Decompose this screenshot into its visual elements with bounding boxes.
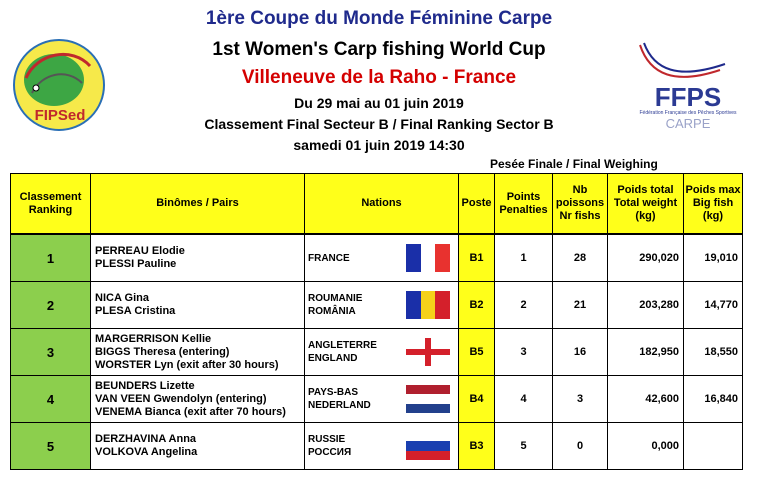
big-fish-cell: 18,550 <box>683 328 743 376</box>
col-rank: Classement Ranking <box>10 173 91 235</box>
location: Villeneuve de la Raho - France <box>241 67 517 88</box>
nation-cell: PAYS-BAS NEDERLAND <box>304 375 459 423</box>
nation-cell: ROUMANIE ROMÂNIA <box>304 281 459 329</box>
netherlands-flag-icon <box>406 385 450 413</box>
fish-count-cell: 28 <box>552 233 608 282</box>
poste-cell: B5 <box>458 328 495 376</box>
table-row: 3 MARGERRISON Kellie BIGGS Theresa (enter… <box>10 328 743 376</box>
points-cell: 5 <box>494 422 553 470</box>
col-total-weight: Poids total Total weight (kg) <box>607 173 684 235</box>
big-fish-cell <box>683 422 743 470</box>
timestamp: samedi 01 juin 2019 14:30 <box>293 137 465 153</box>
fish-count-cell: 16 <box>552 328 608 376</box>
title-french: 1ère Coupe du Monde Féminine Carpe <box>205 8 553 29</box>
poste-cell: B3 <box>458 422 495 470</box>
points-cell: 4 <box>494 375 553 423</box>
svg-text:CARPE: CARPE <box>666 116 711 131</box>
france-flag-icon <box>406 244 451 272</box>
col-points: Points Penalties <box>494 173 553 235</box>
big-fish-cell: 16,840 <box>683 375 743 423</box>
col-pairs: Binômes / Pairs <box>90 173 305 235</box>
col-poste: Poste <box>458 173 495 235</box>
nation-cell: ANGLETERRE ENGLAND <box>304 328 459 376</box>
col-nations: Nations <box>304 173 459 235</box>
total-weight-cell: 290,020 <box>607 233 684 282</box>
table-row: 1 PERREAU Elodie PLESSI Pauline FRANCE B1… <box>10 233 743 282</box>
total-weight-cell: 42,600 <box>607 375 684 423</box>
rank-cell: 5 <box>10 422 91 470</box>
romania-flag-icon <box>406 291 451 319</box>
total-weight-cell: 203,280 <box>607 281 684 329</box>
pairs-cell: NICA Gina PLESA Cristina <box>90 281 305 329</box>
table-row: 4 BEUNDERS Lizette VAN VEEN Gwendolyn (en… <box>10 375 743 423</box>
pairs-cell: DERZHAVINA Anna VOLKOVA Angelina <box>90 422 305 470</box>
header-row: Classement Ranking Binômes / Pairs Nation… <box>10 173 743 235</box>
title-english: 1st Women's Carp fishing World Cup <box>212 39 546 60</box>
ranking-table: Classement Ranking Binômes / Pairs Nation… <box>10 173 743 470</box>
table-row: 2 NICA Gina PLESA Cristina ROUMANIE ROMÂNI… <box>10 281 743 329</box>
pairs-cell: BEUNDERS Lizette VAN VEEN Gwendolyn (ente… <box>90 375 305 423</box>
pairs-cell: PERREAU Elodie PLESSI Pauline <box>90 233 305 282</box>
nation-cell: RUSSIE РОССИЯ <box>304 422 459 470</box>
points-cell: 3 <box>494 328 553 376</box>
ffps-logo: FFPS Fédération Française des Pêches Spo… <box>630 40 748 132</box>
fipsed-logo: FIPSed <box>12 38 107 133</box>
nation-cell: FRANCE <box>304 233 459 282</box>
fish-count-cell: 0 <box>552 422 608 470</box>
rank-cell: 4 <box>10 375 91 423</box>
col-big-fish: Poids max Big fish (kg) <box>683 173 743 235</box>
dates: Du 29 mai au 01 juin 2019 <box>294 95 464 111</box>
col-nb-fish: Nb poissons Nr fishs <box>552 173 608 235</box>
table-row: 5 DERZHAVINA Anna VOLKOVA Angelina RUSSIE… <box>10 422 743 470</box>
poste-cell: B2 <box>458 281 495 329</box>
rank-cell: 2 <box>10 281 91 329</box>
russia-flag-icon <box>406 432 450 460</box>
ranking-title: Classement Final Secteur B / Final Ranki… <box>204 116 554 132</box>
rank-cell: 1 <box>10 233 91 282</box>
weighing-label: Pesée Finale / Final Weighing <box>490 157 658 171</box>
fish-count-cell: 3 <box>552 375 608 423</box>
svg-text:Fédération Française des Pêche: Fédération Française des Pêches Sportive… <box>640 110 737 116</box>
pairs-cell: MARGERRISON Kellie BIGGS Theresa (enterin… <box>90 328 305 376</box>
big-fish-cell: 19,010 <box>683 233 743 282</box>
points-cell: 1 <box>494 233 553 282</box>
svg-text:FFPS: FFPS <box>655 82 721 112</box>
poste-cell: B1 <box>458 233 495 282</box>
points-cell: 2 <box>494 281 553 329</box>
poste-cell: B4 <box>458 375 495 423</box>
total-weight-cell: 0,000 <box>607 422 684 470</box>
total-weight-cell: 182,950 <box>607 328 684 376</box>
rank-cell: 3 <box>10 328 91 376</box>
fish-count-cell: 21 <box>552 281 608 329</box>
england-flag-icon <box>406 338 450 366</box>
big-fish-cell: 14,770 <box>683 281 743 329</box>
svg-text:FIPSed: FIPSed <box>35 107 86 124</box>
